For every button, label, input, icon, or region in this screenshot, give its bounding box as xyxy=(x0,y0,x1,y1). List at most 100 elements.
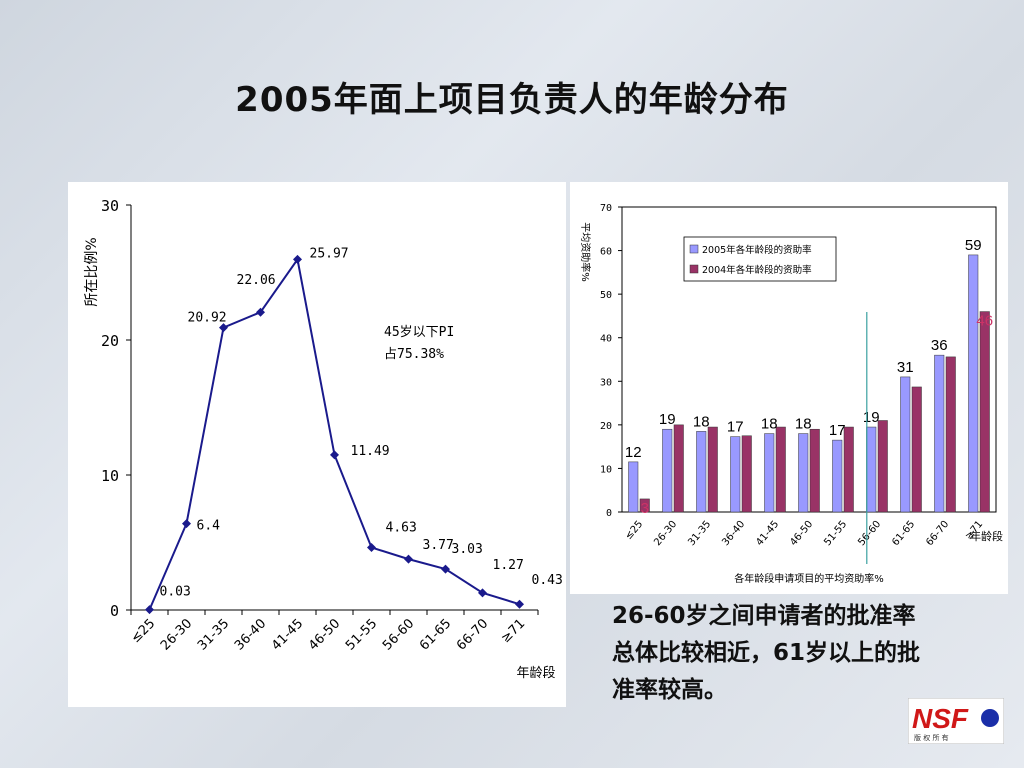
x-tick-label: 46-50 xyxy=(306,616,343,653)
bar xyxy=(843,426,854,513)
y-tick-label: 0 xyxy=(110,602,119,620)
nsf-logo: NSF 版 权 所 有 xyxy=(907,697,1005,745)
x-tick-label: 36-40 xyxy=(720,519,747,548)
data-label: 25.97 xyxy=(310,246,349,261)
x-tick-label: 56-60 xyxy=(856,519,883,548)
x-tick-label: 51-55 xyxy=(343,616,380,653)
data-label: 3.77 xyxy=(423,538,454,553)
note-line-3: 准率较高。 xyxy=(612,677,727,703)
bar xyxy=(662,428,673,513)
y-tick-label: 10 xyxy=(600,464,612,475)
x-tick-label: 41-45 xyxy=(269,616,306,653)
x-axis-title: 各年龄段申请项目的平均资助率% xyxy=(734,572,884,585)
bar xyxy=(934,354,945,513)
y-tick-label: 20 xyxy=(600,421,612,432)
y-tick-label: 60 xyxy=(600,247,612,258)
nsf-logo-graphic: NSF 版 权 所 有 xyxy=(907,697,1005,745)
bar xyxy=(775,426,786,513)
legend-swatch xyxy=(689,244,699,254)
annotation-line: 占75.38% xyxy=(384,347,444,362)
y-tick-label: 20 xyxy=(101,332,119,350)
data-point xyxy=(515,599,524,609)
bar xyxy=(741,435,752,513)
svg-text:版 权 所 有: 版 权 所 有 xyxy=(914,733,949,742)
bar xyxy=(968,254,979,513)
data-point xyxy=(478,588,487,598)
y-tick-label: 50 xyxy=(600,290,612,301)
bar xyxy=(832,439,843,513)
bar xyxy=(877,420,888,513)
svg-text:NSF: NSF xyxy=(912,703,969,734)
data-point xyxy=(219,323,228,333)
bar xyxy=(639,498,650,513)
x-tick-label: 36-40 xyxy=(232,616,269,653)
y-tick-label: 30 xyxy=(600,377,612,388)
x-tick-label: 31-35 xyxy=(686,519,713,548)
approval-rate-note: 26-60岁之间申请者的批准率 总体比较相近，61岁以上的批 准率较高。 xyxy=(612,598,1012,709)
annotation-line: 45岁以下PI xyxy=(384,325,454,340)
data-point xyxy=(256,307,265,317)
bar xyxy=(979,311,990,513)
x-tick-label: 56-60 xyxy=(380,616,417,653)
x-tick-label: ≤25 xyxy=(128,616,158,646)
data-point xyxy=(145,605,154,615)
bar xyxy=(707,426,718,513)
bar xyxy=(866,426,877,513)
legend-label: 2004年各年龄段的资助率 xyxy=(702,264,812,276)
value-label: 3 xyxy=(641,500,649,517)
bar xyxy=(945,356,956,513)
bar xyxy=(628,461,639,513)
data-point xyxy=(330,450,339,460)
y-tick-label: 0 xyxy=(606,508,612,519)
y-tick-label: 10 xyxy=(101,467,119,485)
y-axis-title: 所在比例% xyxy=(84,237,100,306)
x-axis-end-label: 年龄段 xyxy=(970,529,1003,543)
value-label: 17 xyxy=(829,422,846,439)
legend-box xyxy=(683,236,837,282)
value-label: 59 xyxy=(965,237,982,254)
legend-swatch xyxy=(689,264,699,274)
data-label: 0.03 xyxy=(160,585,191,600)
data-label: 20.92 xyxy=(188,311,227,326)
x-tick-label: 51-55 xyxy=(822,519,849,548)
bar xyxy=(696,431,707,513)
y-axis-title: 平均资助率% xyxy=(579,222,592,282)
data-point xyxy=(404,554,413,564)
bar xyxy=(911,386,922,513)
data-point xyxy=(367,542,376,552)
age-distribution-chart-panel: 0 10 20 30 ≤25 26-30 31-35 36-40 41-45 46-50 51-55… xyxy=(68,182,566,707)
data-point xyxy=(441,564,450,574)
x-tick-label: ≥71 xyxy=(498,616,528,646)
y-tick-label: 30 xyxy=(101,197,119,215)
data-label: 11.49 xyxy=(351,444,390,459)
data-point xyxy=(293,254,302,264)
data-label: 3.03 xyxy=(452,542,483,557)
x-tick-label: 61-65 xyxy=(890,519,917,548)
note-line-1: 26-60岁之间申请者的批准率 xyxy=(612,603,916,629)
value-label: 18 xyxy=(795,416,812,433)
value-label: 31 xyxy=(897,359,914,376)
value-label: 17 xyxy=(727,419,744,436)
data-label: 22.06 xyxy=(237,273,276,288)
y-tick-label: 70 xyxy=(600,203,612,214)
slide-title: 2005年面上项目负责人的年龄分布 xyxy=(235,80,789,120)
legend-label: 2005年各年龄段的资助率 xyxy=(702,244,812,256)
age-distribution-line-chart: 0 10 20 30 ≤25 26-30 31-35 36-40 41-45 46-50 51-55… xyxy=(84,197,563,681)
x-tick-label: 31-35 xyxy=(195,616,232,653)
value-label: 12 xyxy=(625,444,642,461)
value-label: 18 xyxy=(761,416,778,433)
value-label: 46 xyxy=(976,313,993,330)
note-line-2: 总体比较相近，61岁以上的批 xyxy=(612,640,921,666)
value-label: 18 xyxy=(693,413,710,430)
bar xyxy=(673,424,684,513)
data-point xyxy=(182,519,191,529)
bar xyxy=(730,436,741,513)
plot-area-frame xyxy=(621,206,997,513)
x-tick-label: 26-30 xyxy=(652,519,679,548)
x-tick-label: 61-65 xyxy=(417,616,454,653)
bar xyxy=(764,433,775,513)
value-label: 19 xyxy=(659,411,676,428)
funding-rate-bar-chart: 0 10 20 30 40 50 60 70 平均资助率% ≤25 26-30 31-35 36-40 4… xyxy=(579,203,1003,585)
data-label: 0.43 xyxy=(532,573,563,588)
data-label: 6.4 xyxy=(197,519,221,534)
